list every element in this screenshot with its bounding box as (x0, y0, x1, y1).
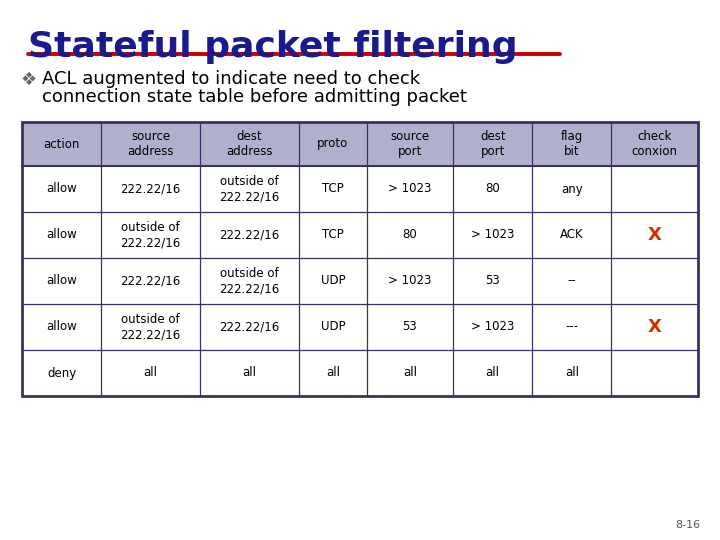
Text: dest
port: dest port (480, 130, 505, 158)
Bar (22, 258, 698, 304)
Text: > 1023: > 1023 (388, 183, 431, 195)
Text: 80: 80 (485, 183, 500, 195)
Text: 222.22/16: 222.22/16 (120, 274, 181, 287)
Text: 222.22/16: 222.22/16 (220, 228, 280, 241)
Bar (22, 350, 698, 396)
Text: deny: deny (47, 367, 76, 380)
Text: outside of
222.22/16: outside of 222.22/16 (220, 175, 280, 203)
Text: 8-16: 8-16 (675, 520, 700, 530)
Text: source
port: source port (390, 130, 429, 158)
Text: check
conxion: check conxion (631, 130, 678, 158)
Text: outside of
222.22/16: outside of 222.22/16 (120, 221, 181, 249)
Text: ACK: ACK (560, 228, 584, 241)
Text: all: all (326, 367, 340, 380)
Text: ACL augmented to indicate need to check: ACL augmented to indicate need to check (42, 70, 420, 88)
Text: 53: 53 (402, 321, 417, 334)
Text: TCP: TCP (322, 183, 343, 195)
Text: ❖: ❖ (20, 71, 36, 89)
Text: all: all (486, 367, 500, 380)
Text: UDP: UDP (320, 274, 345, 287)
Text: action: action (43, 138, 80, 151)
Text: dest
address: dest address (226, 130, 273, 158)
Text: proto: proto (318, 138, 348, 151)
Text: allow: allow (46, 321, 77, 334)
Text: all: all (144, 367, 158, 380)
Text: 222.22/16: 222.22/16 (120, 183, 181, 195)
Text: all: all (403, 367, 417, 380)
Text: flag
bit: flag bit (561, 130, 583, 158)
Text: 80: 80 (402, 228, 417, 241)
Text: allow: allow (46, 183, 77, 195)
Text: all: all (243, 367, 256, 380)
Text: allow: allow (46, 274, 77, 287)
Text: connection state table before admitting packet: connection state table before admitting … (42, 88, 467, 106)
Text: source
address: source address (127, 130, 174, 158)
Text: 222.22/16: 222.22/16 (220, 321, 280, 334)
Text: > 1023: > 1023 (471, 228, 514, 241)
Text: X: X (648, 318, 662, 336)
Text: UDP: UDP (320, 321, 345, 334)
Text: --: -- (567, 274, 576, 287)
Bar (22, 166, 698, 212)
Text: TCP: TCP (322, 228, 343, 241)
Text: outside of
222.22/16: outside of 222.22/16 (120, 313, 181, 341)
Bar (22, 304, 698, 350)
Text: ---: --- (565, 321, 578, 334)
Text: all: all (565, 367, 579, 380)
Bar (22, 212, 698, 258)
Text: 53: 53 (485, 274, 500, 287)
Text: > 1023: > 1023 (471, 321, 514, 334)
Text: X: X (648, 226, 662, 244)
Text: Stateful packet filtering: Stateful packet filtering (28, 30, 518, 64)
Text: outside of
222.22/16: outside of 222.22/16 (220, 267, 280, 295)
Text: > 1023: > 1023 (388, 274, 431, 287)
Text: allow: allow (46, 228, 77, 241)
Bar (22, 122, 698, 396)
Bar (22, 122, 698, 166)
Text: any: any (561, 183, 582, 195)
